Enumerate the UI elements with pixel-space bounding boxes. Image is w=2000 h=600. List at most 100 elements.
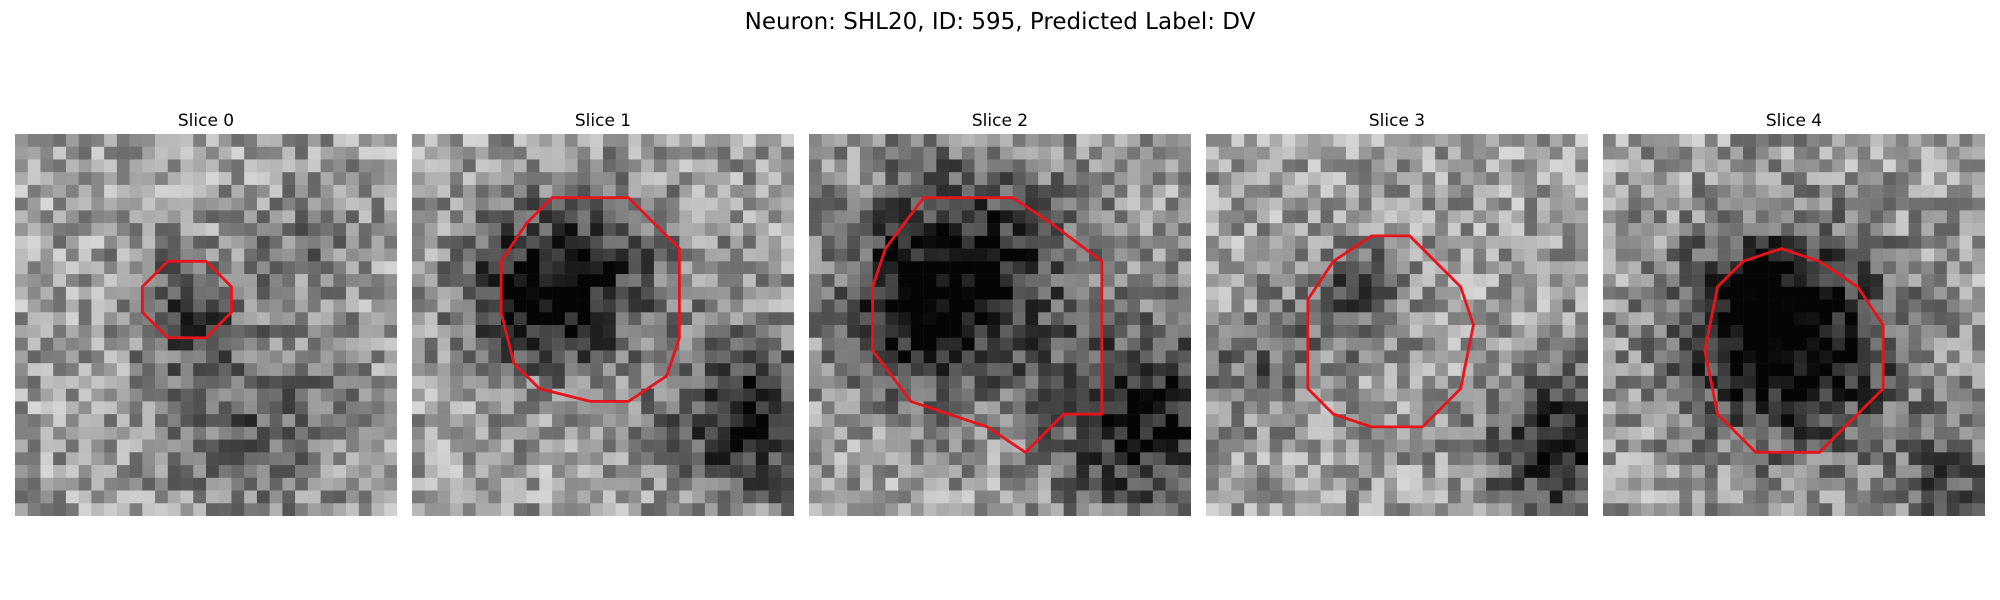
pixel — [65, 197, 79, 211]
pixel — [1371, 350, 1385, 364]
pixel — [1346, 375, 1360, 389]
pixel — [552, 235, 566, 249]
pixel — [1743, 452, 1757, 466]
pixel — [679, 134, 693, 147]
pixel — [1256, 337, 1270, 351]
pixel — [1435, 465, 1449, 479]
pixel — [730, 452, 744, 466]
pixel — [1089, 261, 1103, 275]
pixel — [1641, 210, 1655, 224]
pixel — [1883, 235, 1897, 249]
pixel — [1256, 439, 1270, 453]
pixel — [1549, 401, 1563, 415]
pixel — [910, 388, 924, 402]
pixel — [1435, 363, 1449, 377]
pixel — [371, 477, 385, 491]
pixel — [1895, 439, 1909, 453]
pixel — [821, 452, 835, 466]
pixel — [488, 159, 502, 173]
pixel — [552, 184, 566, 198]
pixel — [936, 274, 950, 288]
pixel — [653, 477, 667, 491]
pixel — [1000, 452, 1013, 466]
pixel — [65, 350, 79, 364]
pixel — [768, 503, 782, 516]
pixel — [1946, 426, 1960, 440]
pixel — [768, 274, 782, 288]
pixel — [424, 337, 438, 351]
pixel — [231, 312, 245, 326]
pixel — [923, 325, 937, 338]
pixel — [358, 312, 372, 326]
pixel — [603, 477, 616, 491]
pixel — [1768, 426, 1782, 440]
pixel — [1218, 159, 1232, 173]
pixel — [755, 248, 769, 262]
pixel — [1358, 286, 1372, 300]
pixel — [898, 312, 912, 326]
pixel — [501, 299, 515, 313]
pixel — [1524, 299, 1538, 313]
pixel — [1114, 503, 1128, 516]
pixel — [1063, 465, 1077, 479]
pixel — [1794, 401, 1807, 415]
pixel — [1524, 223, 1538, 237]
pixel — [641, 223, 655, 237]
pixel — [1346, 363, 1360, 377]
pixel — [27, 363, 41, 377]
pixel — [809, 312, 822, 326]
pixel — [1603, 363, 1616, 377]
pixel — [1921, 401, 1935, 415]
pixel — [987, 159, 1001, 173]
pixel — [193, 223, 207, 237]
pixel — [1832, 325, 1846, 338]
pixel — [91, 274, 105, 288]
pixel — [1603, 184, 1616, 198]
pixel — [1641, 426, 1655, 440]
pixel — [104, 210, 118, 224]
pixel — [282, 248, 296, 262]
pixel — [1371, 223, 1385, 237]
pixel — [307, 401, 321, 415]
pixel — [1755, 388, 1769, 402]
pixel — [1628, 439, 1642, 453]
pixel — [653, 286, 667, 300]
pixel — [717, 223, 731, 237]
pixel — [384, 197, 397, 211]
pixel — [1152, 465, 1166, 479]
pixel — [167, 248, 181, 262]
pixel — [781, 210, 794, 224]
pixel — [501, 439, 515, 453]
pixel — [142, 197, 156, 211]
pixel — [679, 388, 693, 402]
pixel — [1857, 274, 1871, 288]
pixel — [488, 299, 502, 313]
pixel — [40, 261, 54, 275]
pixel — [1743, 134, 1757, 147]
pixel — [1063, 503, 1077, 516]
pixel — [371, 363, 385, 377]
slice-panel-3: Slice 3 — [1206, 108, 1588, 516]
pixel — [371, 210, 385, 224]
pixel — [1908, 388, 1922, 402]
pixel — [40, 337, 54, 351]
pixel — [1333, 401, 1347, 415]
pixel — [1883, 401, 1897, 415]
pixel — [1244, 261, 1258, 275]
pixel — [450, 465, 464, 479]
pixel — [1524, 210, 1538, 224]
pixel — [1972, 159, 1985, 173]
pixel — [1524, 388, 1538, 402]
pixel — [961, 477, 975, 491]
pixel — [1934, 146, 1948, 160]
pixel — [974, 388, 988, 402]
pixel — [91, 503, 105, 516]
pixel — [1101, 375, 1115, 389]
pixel — [859, 337, 873, 351]
pixel — [1524, 414, 1538, 428]
pixel — [1307, 235, 1321, 249]
pixel — [564, 337, 578, 351]
pixel — [1231, 286, 1245, 300]
pixel — [1959, 223, 1973, 237]
pixel — [1218, 210, 1232, 224]
